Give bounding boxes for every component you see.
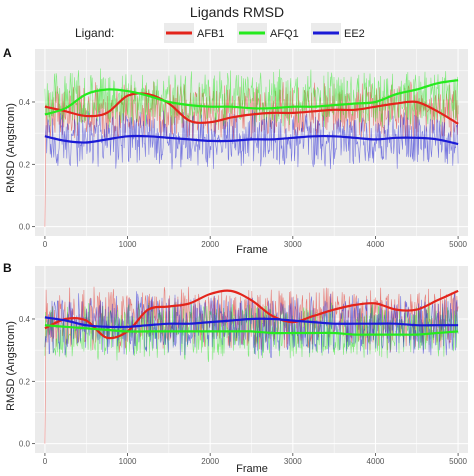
x-tick-label: 2000	[201, 240, 219, 249]
smooth-line-afb1	[44, 92, 459, 125]
panel-b-label: B	[3, 261, 12, 275]
panel-a-label: A	[3, 46, 12, 60]
x-axis-title-a: Frame	[236, 244, 268, 256]
smooth-line-afq1	[44, 79, 459, 116]
y-axis-title-b: RMSD (Angstrom)	[5, 321, 17, 411]
x-tick-label: 3000	[284, 240, 302, 249]
x-tick-label: 3000	[284, 457, 302, 466]
y-tick-label: 0.0	[19, 223, 31, 232]
x-ticks-b: 0 1000 2000 3000 4000 5000	[43, 453, 468, 466]
legend-label-ee2: EE2	[344, 28, 365, 40]
y-tick-label: 0.0	[19, 440, 31, 449]
panel-a: A 0 1000 2000 3000 4000 5000 0.00.20.4 Frame …	[3, 46, 468, 256]
x-tick-label: 1000	[119, 240, 137, 249]
x-tick-label: 0	[43, 240, 48, 249]
x-tick-label: 0	[43, 457, 48, 466]
legend-label-afb1: AFB1	[197, 28, 225, 40]
legend-item-afb1: AFB1	[164, 23, 225, 43]
legend: Ligand: AFB1 AFQ1 EE2	[75, 23, 365, 43]
x-axis-title-b: Frame	[236, 463, 268, 475]
smooth-lines-b	[44, 289, 459, 340]
legend-item-afq1: AFQ1	[237, 23, 299, 43]
y-ticks-a: 0.0 0.2 0.4	[19, 98, 35, 232]
raw-trace-afb1	[44, 81, 459, 227]
raw-trace-afq1	[44, 68, 459, 128]
panel-b: B 0 1000 2000 3000 4000 5000 0.00.20.4 Frame …	[3, 261, 468, 475]
x-tick-label: 2000	[201, 457, 219, 466]
smooth-line-afb1	[44, 289, 459, 340]
x-tick-label: 5000	[449, 457, 467, 466]
x-tick-label: 4000	[367, 457, 385, 466]
y-tick-label: 0.4	[19, 315, 31, 324]
x-tick-label: 1000	[119, 457, 137, 466]
smooth-line-afq1	[44, 324, 459, 336]
y-tick-label: 0.4	[19, 98, 31, 107]
legend-item-ee2: EE2	[311, 23, 365, 43]
x-ticks-a: 0 1000 2000 3000 4000 5000	[43, 236, 468, 249]
y-tick-label: 0.2	[19, 160, 31, 169]
legend-title: Ligand:	[75, 26, 114, 40]
smooth-lines-a	[44, 79, 459, 146]
smooth-line-ee2	[44, 134, 459, 146]
legend-label-afq1: AFQ1	[270, 28, 299, 40]
y-axis-title-a: RMSD (Angstrom)	[5, 103, 17, 193]
y-tick-label: 0.2	[19, 377, 31, 386]
x-tick-label: 5000	[449, 240, 467, 249]
figure-title: Ligands RMSD	[190, 4, 284, 20]
x-tick-label: 4000	[367, 240, 385, 249]
y-ticks-b: 0.0 0.2 0.4	[19, 315, 35, 449]
smooth-line-ee2	[44, 316, 459, 329]
